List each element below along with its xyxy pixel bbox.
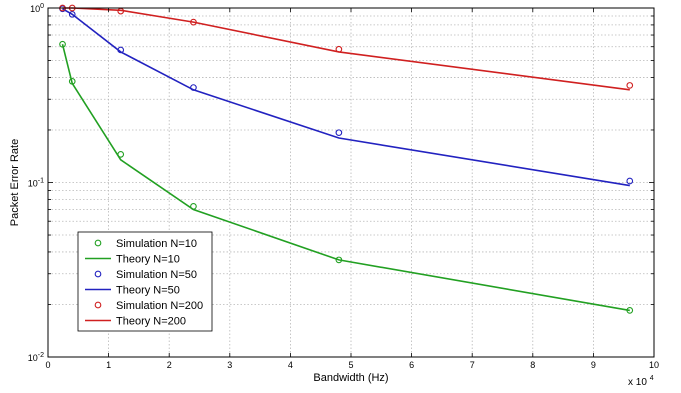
x-tick-label: 1 bbox=[106, 360, 111, 370]
legend: Simulation N=10 Theory N=10 Simulation N=5… bbox=[77, 231, 213, 332]
series-theory-n-50 bbox=[62, 8, 630, 187]
x-axis-multiplier-exponent: 4 bbox=[650, 375, 654, 382]
legend-label: Simulation N=200 bbox=[116, 300, 203, 312]
y-tick-label: 10-2 bbox=[28, 352, 44, 363]
legend-label: Simulation N=10 bbox=[116, 238, 197, 250]
legend-entry: Simulation N=10 bbox=[94, 238, 197, 250]
y-axis-label: Packet Error Rate bbox=[9, 139, 21, 226]
x-tick-label: 6 bbox=[409, 360, 414, 370]
x-tick-label: 10 bbox=[649, 360, 659, 370]
series-line bbox=[61, 44, 630, 312]
y-tick-label: 10-1 bbox=[28, 178, 44, 189]
y-tick-label: 100 bbox=[30, 3, 44, 14]
x-axis-multiplier: x 10 4 bbox=[628, 375, 654, 388]
legend-label: Theory N=50 bbox=[116, 285, 180, 297]
legend-label: Simulation N=50 bbox=[116, 269, 197, 281]
x-axis-multiplier-base: x 10 bbox=[628, 377, 647, 388]
data-point bbox=[68, 10, 76, 18]
legend-box bbox=[77, 231, 213, 332]
x-tick-label: 2 bbox=[167, 360, 172, 370]
x-tick-label: 8 bbox=[530, 360, 535, 370]
legend-entry: Theory N=10 bbox=[85, 254, 180, 266]
legend-swatch-marker bbox=[94, 270, 102, 278]
legend-entry: Simulation N=200 bbox=[94, 300, 203, 312]
grid bbox=[48, 8, 654, 357]
series-line bbox=[62, 8, 630, 187]
legend-label: Theory N=10 bbox=[116, 254, 180, 266]
legend-label: Theory N=200 bbox=[116, 316, 186, 328]
legend-swatch-marker bbox=[94, 301, 102, 309]
data-point bbox=[626, 82, 634, 89]
x-axis-label: Bandwidth (Hz) bbox=[313, 372, 388, 384]
legend-swatch-marker bbox=[94, 239, 102, 247]
x-tick-label: 4 bbox=[288, 360, 293, 370]
x-tick-label: 0 bbox=[45, 360, 50, 370]
tick-marks bbox=[47, 8, 655, 357]
tick-labels: 0 1 2 3 4 5 6 7 8 9 10 100 10-1 10-2 bbox=[28, 3, 659, 370]
x-tick-label: 5 bbox=[348, 360, 353, 370]
x-tick-label: 3 bbox=[227, 360, 232, 370]
legend-entry: Simulation N=50 bbox=[94, 269, 197, 281]
data-point bbox=[626, 177, 634, 185]
x-tick-label: 7 bbox=[470, 360, 475, 370]
x-tick-label: 9 bbox=[591, 360, 596, 370]
legend-entry: Theory N=50 bbox=[85, 285, 180, 297]
legend-entry: Theory N=200 bbox=[85, 316, 186, 328]
series-theory-n-10 bbox=[61, 44, 630, 312]
data-point bbox=[335, 129, 343, 137]
